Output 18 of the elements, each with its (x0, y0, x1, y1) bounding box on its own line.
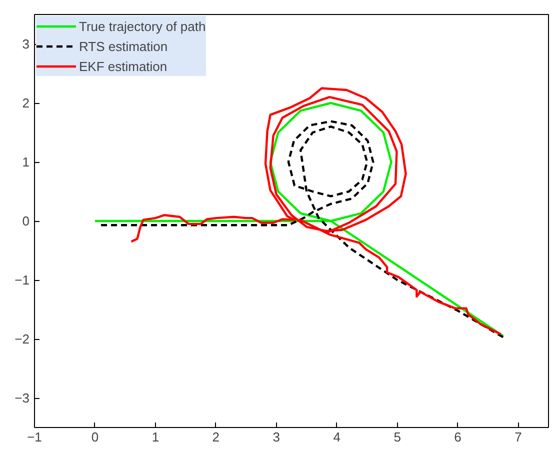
y-tick-label: 0 (22, 214, 30, 228)
legend-label: EKF estimation (79, 58, 168, 74)
x-tick-label: 4 (333, 430, 340, 444)
y-tick-label: −2 (14, 332, 30, 346)
y-tick-label: 1 (22, 154, 30, 170)
y-tick-label: 2 (22, 96, 30, 110)
legend-label: RTS estimation (79, 38, 168, 54)
x-tick-label: 2 (212, 430, 220, 444)
legend-label: True trajectory of path (79, 18, 206, 34)
y-tick-label: 3 (22, 36, 30, 52)
x-tick-label: 1 (152, 430, 160, 444)
y-tick-label: −3 (14, 390, 30, 406)
x-tick-label: 0 (91, 430, 99, 444)
y-tick-label: −1 (14, 272, 30, 288)
x-tick-label: 6 (454, 430, 462, 444)
x-tick-label: 5 (394, 430, 401, 444)
x-tick-label: 3 (272, 430, 280, 444)
x-tick-label: 7 (514, 430, 522, 444)
